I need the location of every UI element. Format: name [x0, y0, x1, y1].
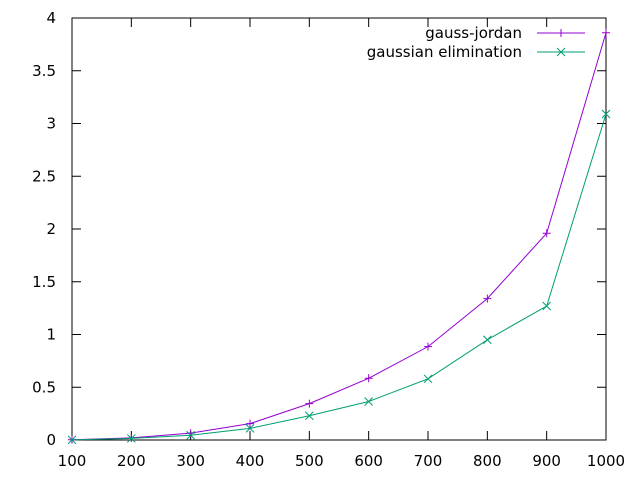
data-point — [246, 419, 254, 428]
y-axis: 0 0.5 1 1.5 2 2.5 3 3.5 4 — [32, 9, 606, 449]
y-tick-label: 3 — [46, 115, 56, 133]
y-tick-label: 2.5 — [32, 167, 56, 185]
data-point — [601, 109, 611, 119]
y-tick-label: 1 — [46, 326, 56, 344]
x-axis: 100 200 300 400 500 600 700 800 900 1000 — [58, 18, 625, 470]
series-line — [71, 32, 607, 441]
data-point — [364, 374, 373, 383]
data-point — [423, 374, 433, 384]
x-tick-label: 800 — [473, 452, 502, 470]
y-tick-label: 0.5 — [32, 378, 56, 396]
x-tick-label: 200 — [117, 452, 146, 470]
x-tick-label: 300 — [176, 452, 205, 470]
legend-marker — [557, 29, 565, 37]
data-point — [424, 342, 432, 351]
data-point — [245, 424, 255, 433]
x-tick-label: 100 — [58, 452, 87, 470]
plot-border — [71, 17, 607, 441]
legend-marker — [556, 47, 566, 57]
data-point — [304, 411, 314, 421]
data-point — [126, 434, 136, 443]
data-point — [305, 399, 314, 408]
x-tick-label: 900 — [532, 452, 561, 470]
data-point — [602, 28, 610, 37]
data-point — [67, 435, 77, 445]
y-tick-label: 3.5 — [32, 62, 56, 80]
series-2 — [67, 109, 611, 445]
series-layer — [67, 28, 611, 445]
plot-frame — [71, 17, 607, 441]
y-tick-label: 4 — [46, 9, 56, 27]
y-tick-label: 2 — [46, 220, 56, 238]
x-tick-label: 700 — [414, 452, 443, 470]
x-tick-label: 500 — [295, 452, 324, 470]
series-line — [71, 113, 607, 441]
legend-entry: gaussian elimination — [367, 43, 585, 61]
data-point — [482, 335, 492, 345]
legend-label: gauss-jordan — [425, 24, 522, 42]
data-point — [483, 294, 492, 303]
data-point — [364, 397, 374, 406]
data-point — [542, 301, 552, 311]
data-point — [186, 430, 196, 440]
data-point — [542, 229, 551, 238]
x-tick-label: 1000 — [587, 452, 625, 470]
legend-entry: gauss-jordan — [425, 24, 585, 42]
x-tick-label: 600 — [354, 452, 383, 470]
y-tick-label: 1.5 — [32, 273, 56, 291]
series-1 — [68, 28, 610, 444]
legend-label: gaussian elimination — [367, 43, 522, 61]
y-tick-label: 0 — [46, 431, 56, 449]
x-tick-label: 400 — [236, 452, 265, 470]
